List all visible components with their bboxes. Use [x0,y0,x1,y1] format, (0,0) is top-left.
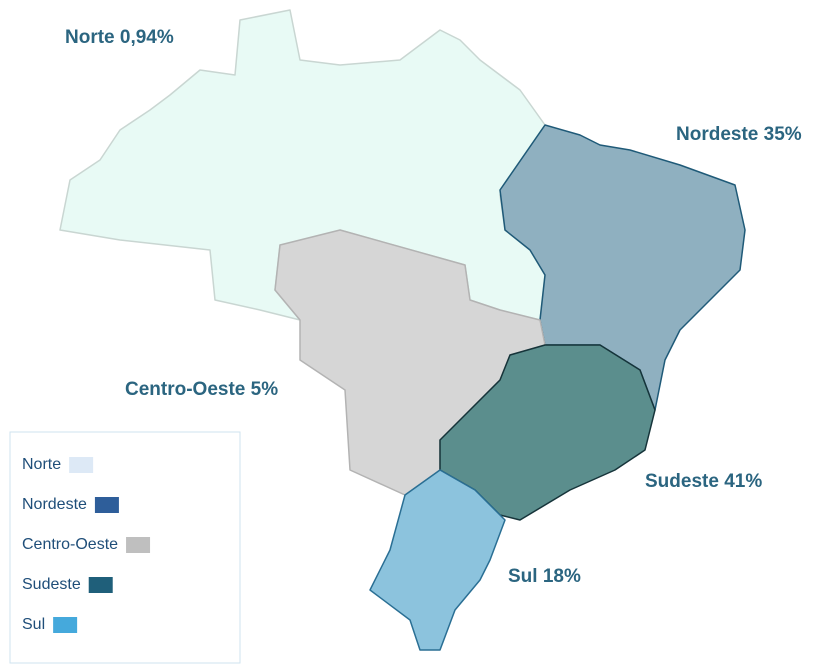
legend-label: Norte [22,456,61,473]
region-label: Centro-Oeste 5% [125,379,278,400]
legend-label: Centro-Oeste [22,536,118,553]
region-label: Sul 18% [508,566,581,587]
region [499,124,746,411]
region [369,469,506,651]
legend-swatch [69,457,94,473]
legend-box [9,431,241,664]
region-label: Norte 0,94% [65,27,174,48]
legend-swatch [126,537,151,553]
legend-swatch [88,577,113,593]
legend-swatch [53,617,78,633]
region-label: Nordeste 35% [676,124,802,145]
legend-label: Sul [22,616,45,633]
legend-swatch [94,497,119,513]
region-label: Sudeste 41% [645,471,762,492]
legend-label: Nordeste [22,496,87,513]
legend-label: Sudeste [22,576,81,593]
region [439,344,656,521]
